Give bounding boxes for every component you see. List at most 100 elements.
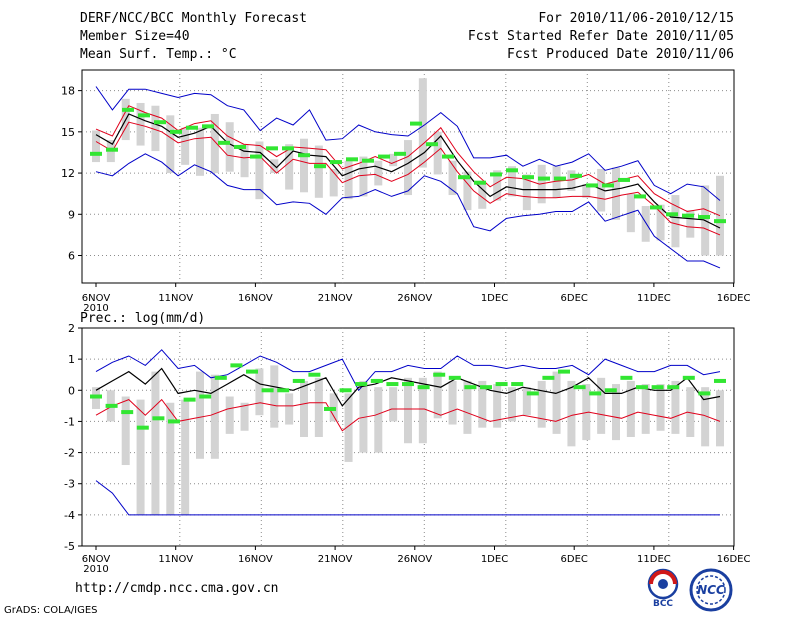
- y-tick-label: 6: [68, 250, 75, 263]
- obs-marker: [152, 416, 165, 421]
- box-bar: [552, 166, 561, 198]
- ensemble-min-line: [95, 153, 721, 269]
- box-bar: [701, 387, 710, 447]
- obs-marker: [121, 410, 134, 415]
- obs-marker: [573, 385, 586, 390]
- box-bar: [597, 168, 606, 212]
- box-bar: [359, 380, 368, 453]
- box-bar: [493, 384, 502, 428]
- obs-marker: [682, 375, 695, 380]
- obs-marker: [636, 385, 648, 390]
- y-tick-label: 1: [68, 353, 75, 366]
- box-bar: [196, 371, 204, 459]
- obs-marker: [511, 382, 524, 387]
- x-tick-label: 16NOV: [238, 293, 273, 304]
- box-bar: [210, 113, 219, 174]
- obs-marker: [168, 419, 180, 424]
- box-bar: [656, 204, 665, 241]
- spread-lower-line: [95, 398, 721, 432]
- box-bar: [314, 145, 323, 198]
- box-bar: [210, 374, 219, 459]
- obs-marker: [324, 406, 336, 411]
- box-bar: [686, 387, 695, 437]
- box-bar: [270, 365, 279, 428]
- x-tick-label: 6DEC: [561, 293, 588, 304]
- obs-marker: [122, 107, 134, 112]
- box-bar: [418, 78, 427, 168]
- obs-marker: [138, 113, 150, 118]
- obs-marker: [314, 164, 326, 169]
- obs-marker: [410, 121, 422, 126]
- box-bar: [389, 153, 398, 167]
- x-tick-label: 11NOV: [158, 554, 193, 565]
- box-bar: [493, 170, 502, 201]
- box-bar: [508, 387, 516, 422]
- y-tick-label: -5: [64, 540, 75, 553]
- obs-marker: [402, 382, 414, 387]
- bcc-logo: BCC: [647, 568, 679, 608]
- ensemble-mean-line: [95, 113, 721, 229]
- box-bar: [463, 171, 472, 211]
- x-tick-label: 6NOV: [82, 293, 111, 304]
- box-bar: [433, 131, 442, 175]
- y-tick-label: 12: [61, 167, 75, 180]
- obs-marker: [362, 158, 374, 163]
- obs-marker: [292, 378, 305, 383]
- box-bar: [478, 182, 487, 209]
- box-bar: [567, 380, 576, 447]
- obs-marker: [526, 391, 539, 396]
- x-tick-label: 11DEC: [637, 554, 671, 565]
- box-bar: [626, 380, 635, 437]
- x-tick-label: 26NOV: [397, 554, 432, 565]
- x-tick-label: 16DEC: [717, 554, 751, 565]
- box-bar: [151, 371, 160, 515]
- box-bar: [389, 387, 398, 422]
- x-tick-label: 11DEC: [637, 293, 671, 304]
- box-bar: [612, 167, 620, 220]
- x-tick-label: 21NOV: [318, 293, 353, 304]
- box-bar: [656, 384, 665, 431]
- spread-upper-line: [95, 105, 721, 217]
- box-bar: [166, 115, 175, 174]
- obs-marker: [246, 369, 258, 374]
- box-bar: [567, 170, 576, 191]
- obs-marker: [634, 194, 646, 199]
- plot-frame: [81, 69, 735, 284]
- produced-date: Fcst Produced Date 2010/11/06: [507, 47, 734, 62]
- ncc-logo-text: NCC: [697, 583, 725, 597]
- obs-marker: [346, 157, 358, 162]
- box-bar: [522, 174, 531, 211]
- obs-marker: [433, 372, 446, 377]
- obs-marker: [90, 394, 102, 399]
- chart-panel-1: 6 9 12 15 18 6NOV 11NOV 16NOV 21NOV 26NOV 1DEC 6DEC…: [61, 69, 751, 314]
- obs-marker: [266, 146, 278, 151]
- obs-marker: [234, 144, 246, 149]
- obs-marker: [558, 369, 570, 374]
- box-bar: [671, 380, 680, 434]
- member-size: Member Size=40: [80, 29, 190, 44]
- obs-marker: [589, 391, 602, 396]
- obs-marker: [105, 403, 118, 408]
- obs-marker: [490, 172, 502, 177]
- x-tick-label: 1DEC: [481, 293, 508, 304]
- box-bar: [344, 393, 353, 462]
- box-bar: [240, 144, 249, 178]
- box-bar: [136, 102, 145, 146]
- obs-marker: [308, 372, 321, 377]
- box-bar: [716, 390, 724, 447]
- box-bar: [582, 184, 591, 198]
- obs-marker: [586, 183, 598, 188]
- grads-credit: GrADS: COLA/IGES: [4, 605, 98, 616]
- box-bar: [612, 384, 620, 441]
- obs-marker: [522, 175, 534, 180]
- x-tick-label: 16DEC: [717, 293, 751, 304]
- box-bar: [121, 396, 130, 466]
- y-tick-label: -4: [64, 509, 75, 522]
- box-bar: [300, 380, 308, 437]
- source-url[interactable]: http://cmdp.ncc.cma.gov.cn: [75, 581, 279, 596]
- box-bar: [329, 168, 338, 197]
- obs-marker: [698, 215, 710, 220]
- box-bar: [463, 380, 472, 434]
- y-tick-label: 18: [61, 85, 75, 98]
- obs-marker: [417, 385, 430, 390]
